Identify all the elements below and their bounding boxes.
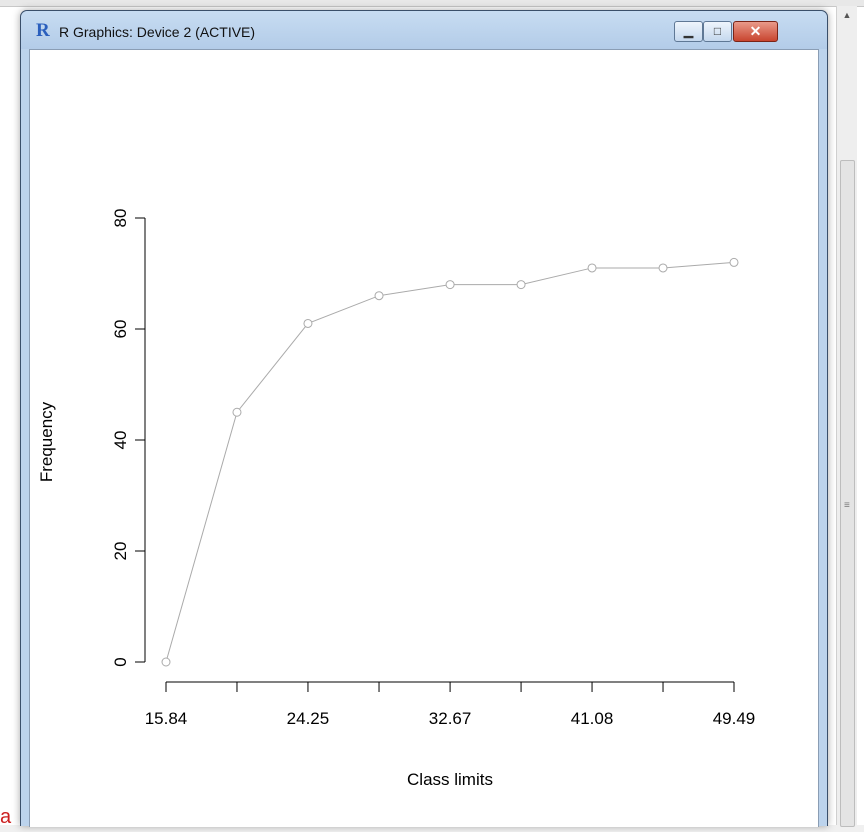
y-tick-label: 40 [111, 431, 130, 450]
data-point [303, 318, 313, 328]
x-axis-label: Class limits [407, 770, 493, 789]
y-axis-label: Frequency [37, 401, 56, 482]
x-tick-label: 41.08 [571, 709, 614, 728]
data-point [445, 280, 455, 290]
scroll-up-arrow-icon[interactable]: ▲ [842, 10, 852, 20]
x-axis: 15.84 24.25 32.67 41.08 49.49 [145, 681, 756, 728]
frequency-line-chart: 0 20 40 60 80 15.84 24.25 32.67 41.08 49.49 Clas… [37, 209, 756, 789]
background-partial-text: a [0, 806, 12, 828]
data-point [587, 263, 597, 273]
maximize-icon: □ [713, 24, 722, 38]
data-point [516, 280, 526, 290]
window-titlebar[interactable]: R R Graphics: Device 2 (ACTIVE) ▁ □ ✕ [21, 11, 827, 49]
y-tick-label: 80 [111, 209, 130, 228]
plot-area: 0 20 40 60 80 15.84 24.25 32.67 41.08 49.49 Clas… [29, 49, 819, 827]
data-point [161, 657, 171, 667]
y-tick-label: 20 [111, 542, 130, 561]
y-axis: 0 20 40 60 80 [111, 209, 146, 667]
data-point [658, 263, 668, 273]
data-point [729, 257, 739, 267]
x-tick-label: 49.49 [713, 709, 756, 728]
x-tick-label: 15.84 [145, 709, 188, 728]
data-point [374, 291, 384, 301]
data-point [232, 407, 242, 417]
x-tick-label: 32.67 [429, 709, 472, 728]
close-icon: ✕ [749, 23, 762, 39]
close-button[interactable]: ✕ [733, 21, 778, 42]
minimize-icon: ▁ [683, 24, 694, 38]
y-tick-label: 60 [111, 320, 130, 339]
background-scrollbar-thumb[interactable] [840, 160, 855, 827]
window-title: R Graphics: Device 2 (ACTIVE) [59, 24, 256, 40]
x-tick-label: 24.25 [287, 709, 330, 728]
y-tick-label: 0 [111, 657, 130, 666]
maximize-button[interactable]: □ [703, 21, 732, 42]
r-logo-icon: R [36, 20, 50, 41]
r-graphics-window[interactable]: R R Graphics: Device 2 (ACTIVE) ▁ □ ✕ 0 2… [20, 10, 828, 827]
series-line [161, 257, 739, 667]
background-toolbar-edge [0, 0, 864, 7]
series-line-path [165, 261, 735, 663]
axis-labels: Class limits Frequency [37, 401, 493, 789]
minimize-button[interactable]: ▁ [674, 21, 703, 42]
scroll-grip-icon: ≡ [844, 500, 850, 511]
